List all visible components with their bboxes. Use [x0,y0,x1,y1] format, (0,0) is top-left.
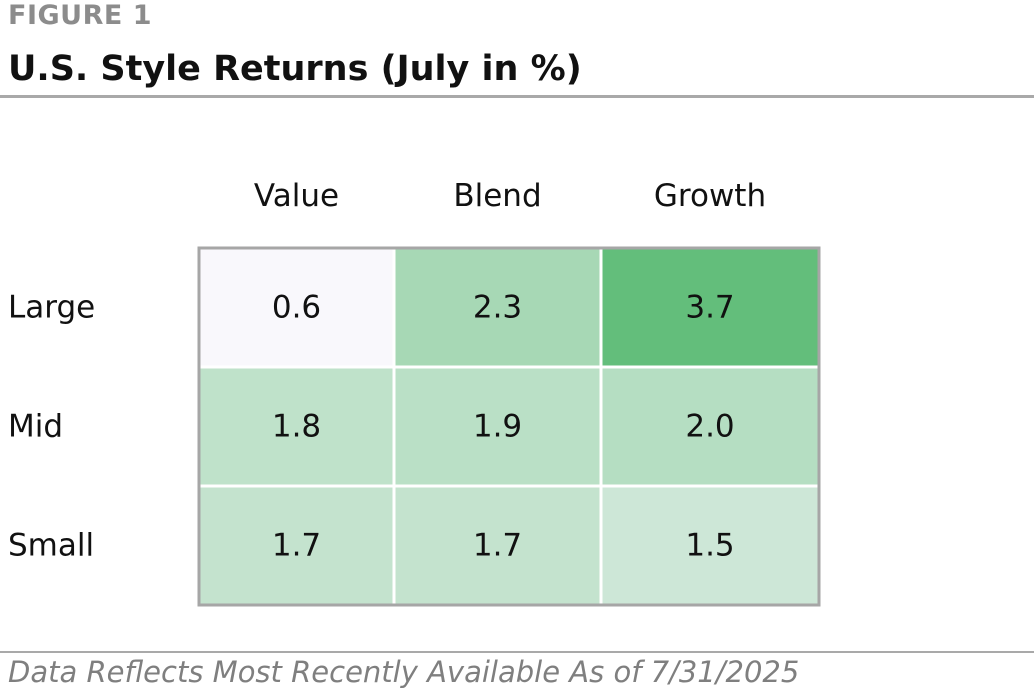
cell-value-mid-value: 1.8 [272,409,321,445]
heatmap-cell-large-growth [599,246,821,369]
heatmap-cell-large-blend [392,246,603,369]
title-divider [0,95,1034,98]
column-label-blend: Blend [453,178,541,214]
cell-value-large-growth: 3.7 [685,290,734,326]
column-label-value: Value [254,178,339,214]
footnote-divider [0,651,1034,653]
row-label-small: Small [8,528,94,564]
cell-value-large-blend: 2.3 [473,290,522,326]
figure-label: FIGURE 1 [8,0,152,31]
figure-title: U.S. Style Returns (July in %) [8,49,582,89]
row-label-mid: Mid [8,409,63,445]
heatmap-cell-mid-blend [392,365,603,488]
cell-value-small-blend: 1.7 [473,528,522,564]
cell-value-large-value: 0.6 [272,290,321,326]
cell-value-mid-growth: 2.0 [685,409,734,445]
column-label-growth: Growth [654,178,766,214]
cell-value-mid-blend: 1.9 [473,409,522,445]
heatmap-cell-mid-growth [599,365,821,488]
heatmap-border [197,246,821,607]
row-label-large: Large [8,290,95,326]
cell-value-small-value: 1.7 [272,528,321,564]
cell-value-small-growth: 1.5 [685,528,734,564]
footnote: Data Reflects Most Recently Available As… [8,655,800,689]
